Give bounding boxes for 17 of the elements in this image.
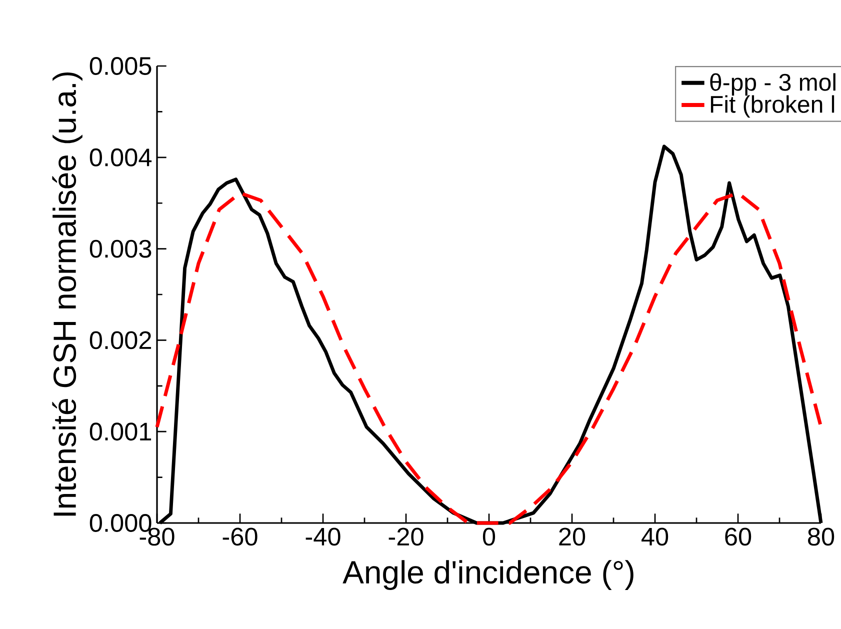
x-tick-label: 60: [725, 528, 752, 546]
x-tick-label: -40: [306, 528, 340, 546]
y-tick-label: 0.001: [90, 422, 152, 441]
y-tick-label: 0.005: [90, 57, 152, 75]
x-tick-label: 40: [642, 528, 668, 546]
y-axis-title: Intensité GSH normalisée (u.a.): [52, 72, 82, 516]
x-tick-label: -60: [222, 528, 258, 546]
legend-label: Fit (broken l: [710, 95, 834, 118]
x-tick-label: 80: [808, 528, 834, 546]
x-tick-label: -20: [388, 528, 424, 546]
x-axis-title: Angle d'incidence (°): [342, 560, 634, 590]
y-tick-label: 0.004: [90, 148, 152, 166]
y-tick-label: 0.003: [90, 240, 152, 258]
x-tick-label: 0: [482, 528, 496, 546]
legend-label: θ-pp - 3 mol: [710, 73, 836, 96]
x-tick-label: 20: [559, 528, 586, 546]
y-tick-label: 0.002: [90, 331, 152, 350]
